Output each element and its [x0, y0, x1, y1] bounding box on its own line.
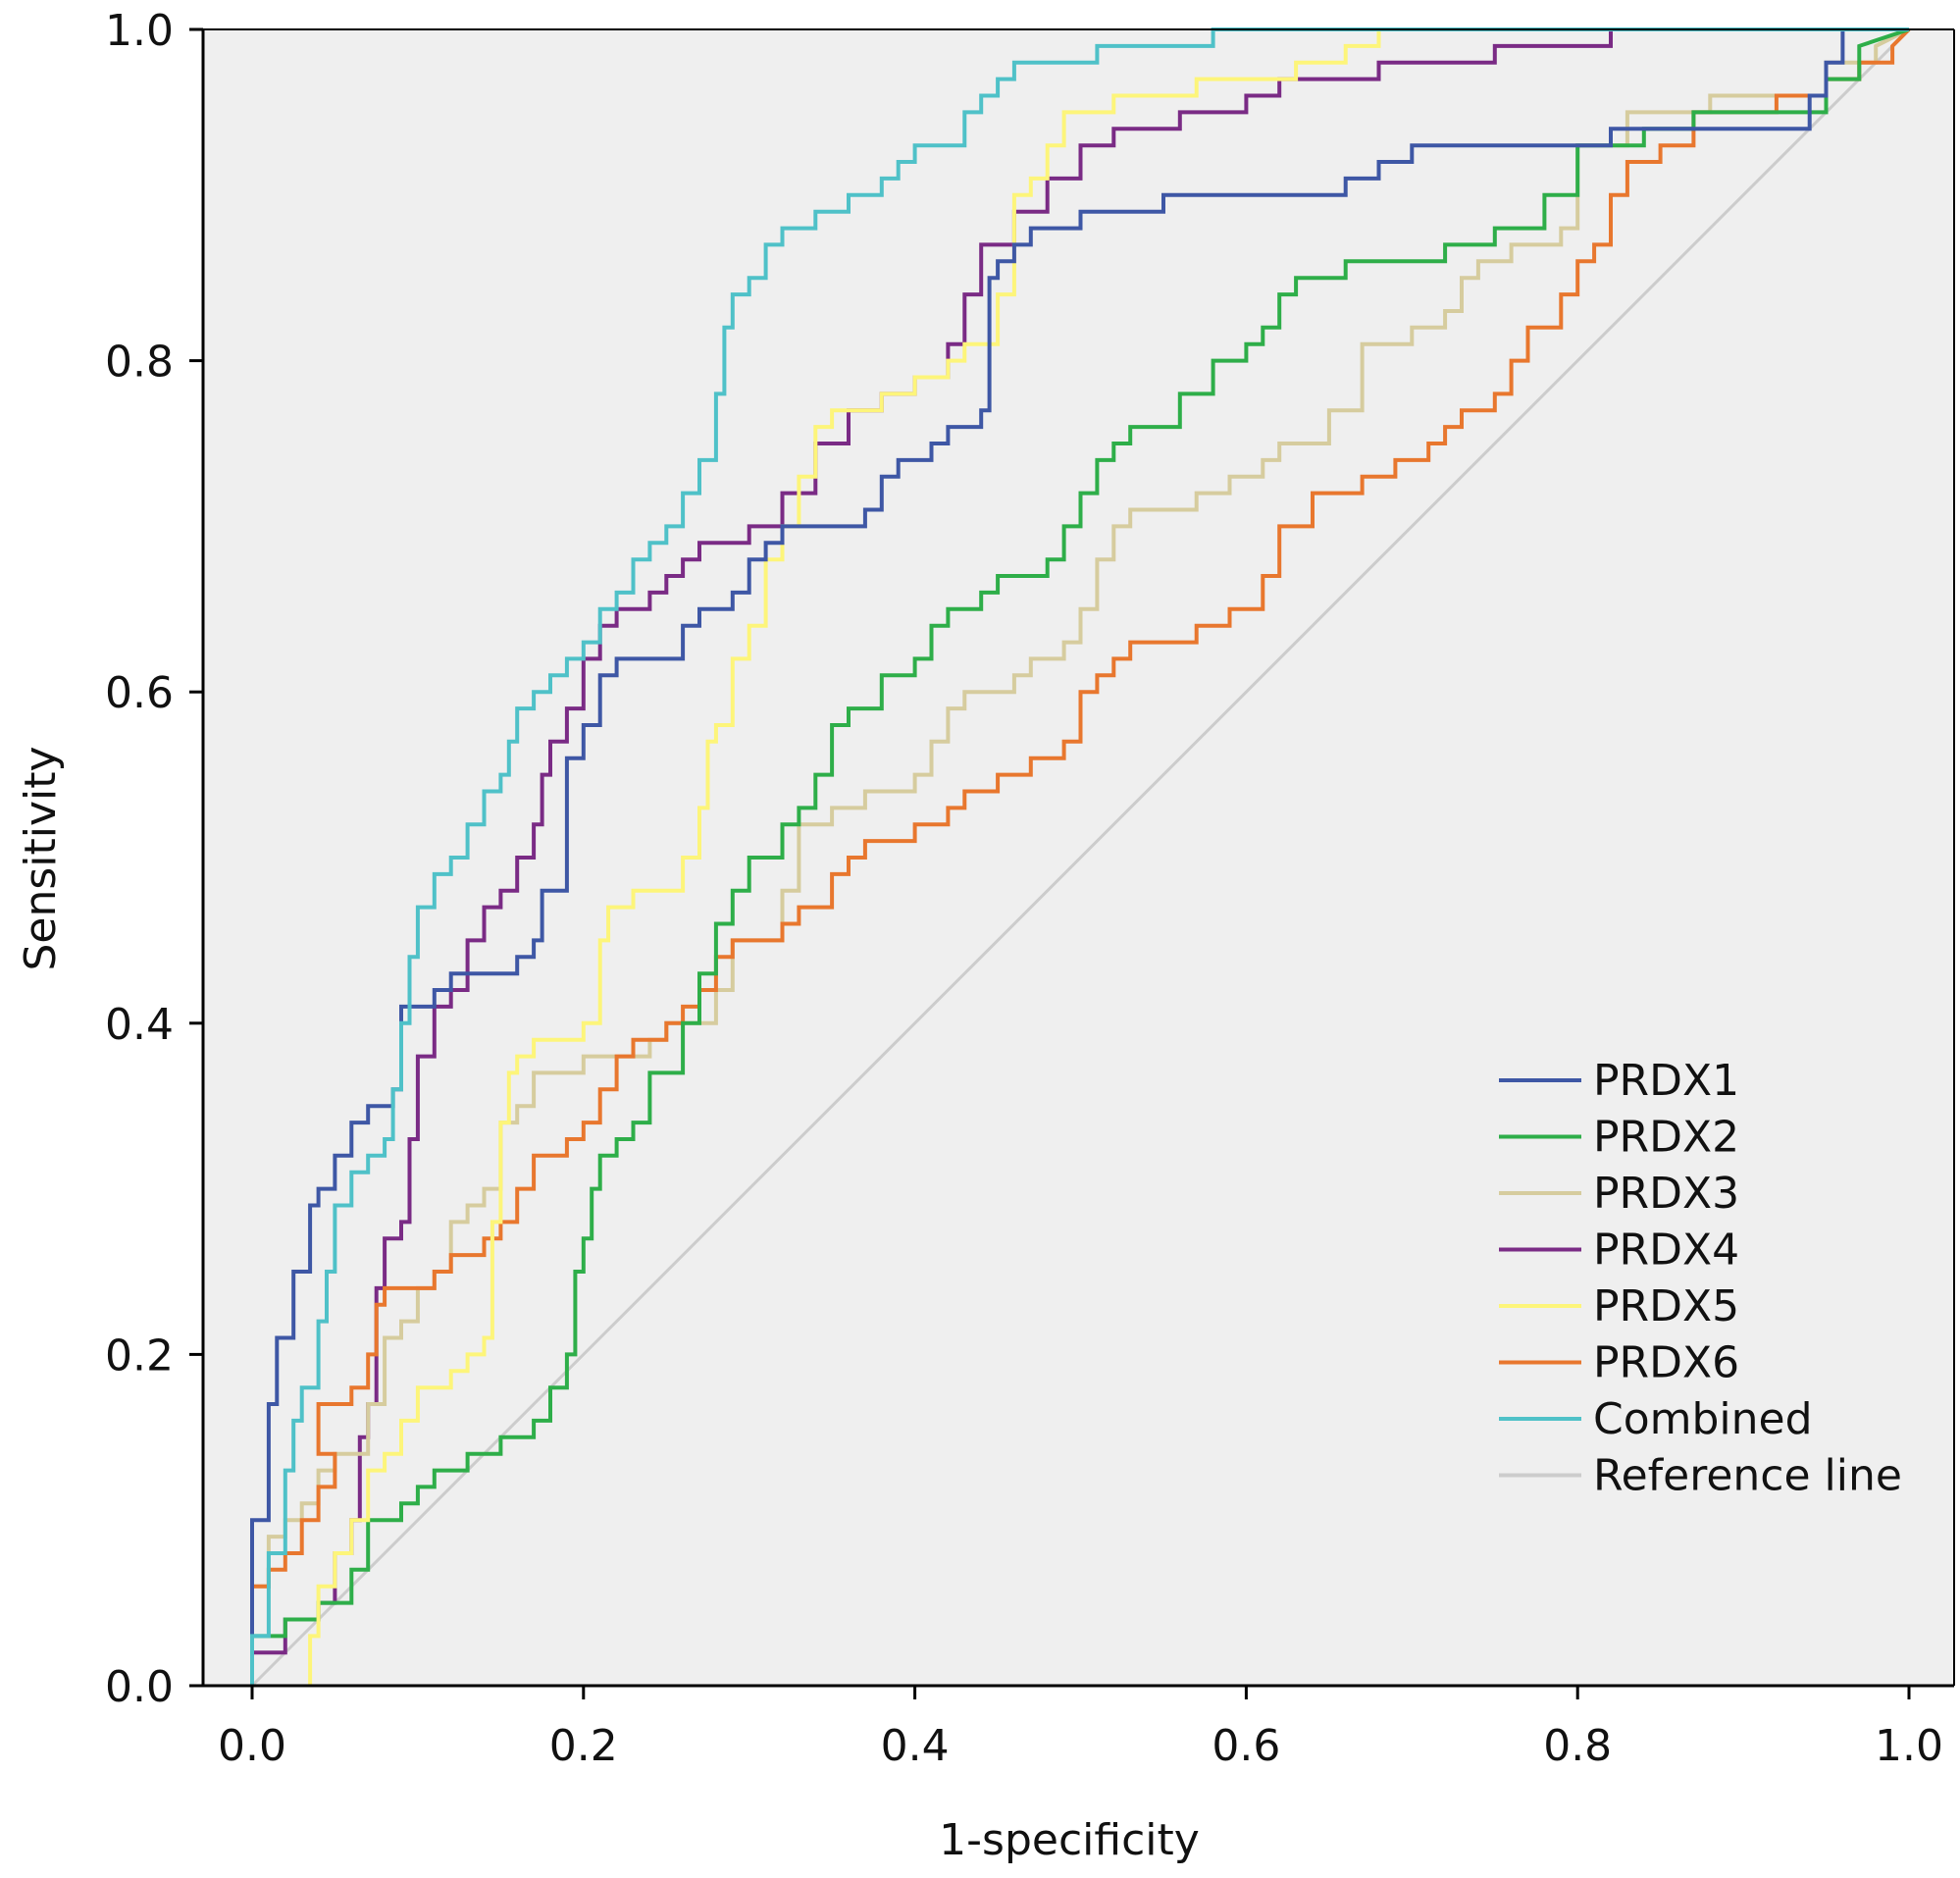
ticks-layer: 0.0 0.2 0.4 0.6 0.8 1.0 0.0 0.2 0.4 0.6 0.8 1.0: [105, 6, 1943, 1771]
x-tick-label: 0.2: [549, 1721, 618, 1771]
series-line-combined: [250, 27, 1909, 1686]
legend-label: Reference line: [1593, 1451, 1902, 1501]
series-layer: [250, 27, 1911, 1688]
y-axis-title: Sensitivity: [16, 746, 66, 970]
legend-label: PRDX4: [1593, 1226, 1739, 1276]
y-tick-label: 0.8: [105, 338, 174, 388]
y-tick-label: 1.0: [105, 6, 174, 56]
y-tick-label: 0.6: [105, 668, 174, 718]
y-tick-label: 0.4: [105, 1000, 174, 1050]
x-tick-label: 0.6: [1212, 1721, 1280, 1771]
legend-label: PRDX3: [1593, 1169, 1739, 1219]
axes-layer: [201, 28, 1955, 1688]
legend-label: PRDX6: [1593, 1338, 1739, 1388]
series-line-prdx3: [250, 27, 1910, 1686]
series-line-prdx6: [250, 27, 1911, 1686]
x-tick-label: 0.4: [881, 1721, 950, 1771]
series-line-reference-line: [250, 27, 1911, 1688]
legend-label: Combined: [1593, 1394, 1813, 1444]
y-tick-label: 0.2: [105, 1330, 174, 1381]
series-line-prdx2: [250, 27, 1910, 1686]
x-tick-label: 1.0: [1875, 1721, 1943, 1771]
series-line-prdx1: [250, 27, 1909, 1686]
y-tick-label: 0.0: [105, 1662, 174, 1712]
series-line-prdx5: [308, 27, 1909, 1686]
x-tick-label: 0.8: [1543, 1721, 1612, 1771]
x-tick-label: 0.0: [218, 1721, 286, 1771]
legend-label: PRDX1: [1593, 1056, 1739, 1106]
legend-label: PRDX5: [1593, 1281, 1739, 1331]
x-axis-title: 1-specificity: [939, 1815, 1200, 1865]
legend-label: PRDX2: [1593, 1113, 1739, 1163]
